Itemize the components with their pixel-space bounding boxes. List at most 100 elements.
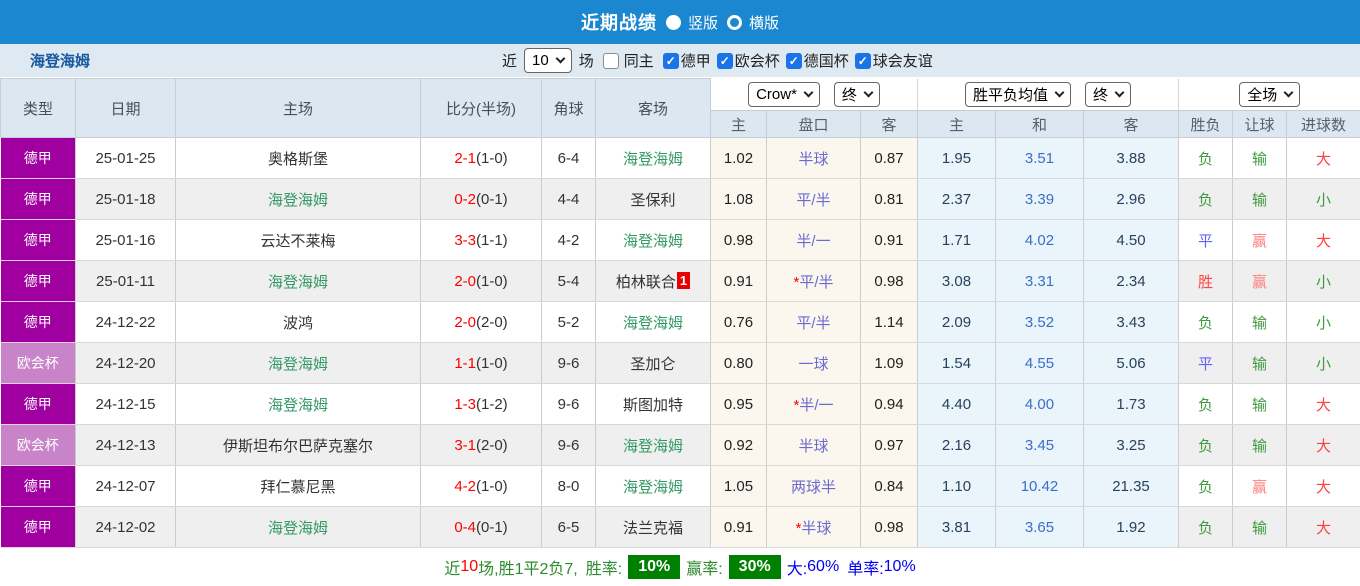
home-team-link[interactable]: 海登海姆 xyxy=(176,343,421,384)
eu-draw-odds: 3.31 xyxy=(996,261,1084,302)
eu-away-odds: 2.34 xyxy=(1084,261,1179,302)
league-checkbox[interactable]: ✓ xyxy=(786,53,802,69)
europe-odds-select[interactable]: 胜平负均值 xyxy=(965,82,1071,107)
ah-away-odds: 1.09 xyxy=(861,343,918,384)
match-result-cell: 胜 xyxy=(1179,261,1233,302)
layout-radio-horizontal[interactable]: 横版 xyxy=(727,12,779,33)
odds-company-select[interactable]: Crow* xyxy=(748,82,820,107)
score-cell: 0-4(0-1) xyxy=(421,507,542,548)
handicap-result-cell: 输 xyxy=(1233,425,1287,466)
subheader-handicap: 盘口 xyxy=(767,111,861,138)
radio-selected-icon[interactable] xyxy=(666,15,681,30)
eu-away-odds: 4.50 xyxy=(1084,220,1179,261)
eu-draw-odds: 3.65 xyxy=(996,507,1084,548)
eu-away-odds: 2.96 xyxy=(1084,179,1179,220)
corner-cell: 9-6 xyxy=(542,384,596,425)
handicap-result-cell: 输 xyxy=(1233,384,1287,425)
handicap-cell: 半/一 xyxy=(767,220,861,261)
home-team-link[interactable]: 海登海姆 xyxy=(176,507,421,548)
eu-draw-odds: 3.52 xyxy=(996,302,1084,343)
header-away: 客场 xyxy=(596,79,711,138)
home-team-link[interactable]: 海登海姆 xyxy=(176,261,421,302)
radio-unselected-icon[interactable] xyxy=(727,15,742,30)
score-cell: 4-2(1-0) xyxy=(421,466,542,507)
corner-cell: 5-4 xyxy=(542,261,596,302)
home-team-link[interactable]: 拜仁慕尼黑 xyxy=(176,466,421,507)
match-result-cell: 负 xyxy=(1179,302,1233,343)
away-team-link[interactable]: 圣保利 xyxy=(596,179,711,220)
away-team-link[interactable]: 圣加仑 xyxy=(596,343,711,384)
away-team-link[interactable]: 海登海姆 xyxy=(596,425,711,466)
eu-draw-odds: 3.39 xyxy=(996,179,1084,220)
handicap-result-cell: 赢 xyxy=(1233,220,1287,261)
ah-rate-label: 赢率: xyxy=(686,555,722,579)
radio-horizontal-label: 横版 xyxy=(749,12,779,33)
home-team-link[interactable]: 海登海姆 xyxy=(176,179,421,220)
ah-home-odds: 0.95 xyxy=(711,384,767,425)
league-checkbox[interactable]: ✓ xyxy=(663,53,679,69)
away-team-link[interactable]: 海登海姆 xyxy=(596,138,711,179)
eu-away-odds: 3.88 xyxy=(1084,138,1179,179)
ah-away-odds: 0.98 xyxy=(861,261,918,302)
home-team-link[interactable]: 奥格斯堡 xyxy=(176,138,421,179)
match-count-select[interactable]: 10 xyxy=(524,48,572,73)
home-team-link[interactable]: 波鸿 xyxy=(176,302,421,343)
live-star-icon: * xyxy=(796,520,802,537)
ah-time-select[interactable]: 终 xyxy=(834,82,880,107)
league-type-cell: 德甲 xyxy=(1,261,76,302)
chevron-down-icon xyxy=(1055,87,1065,97)
home-team-link[interactable]: 云达不莱梅 xyxy=(176,220,421,261)
date-cell: 25-01-16 xyxy=(76,220,176,261)
eu-home-odds: 4.40 xyxy=(918,384,996,425)
ah-home-odds: 0.76 xyxy=(711,302,767,343)
eu-home-odds: 1.95 xyxy=(918,138,996,179)
away-team-link[interactable]: 海登海姆 xyxy=(596,220,711,261)
handicap-cell: 半球 xyxy=(767,425,861,466)
eu-home-odds: 2.16 xyxy=(918,425,996,466)
league-checkbox[interactable]: ✓ xyxy=(717,53,733,69)
eu-away-odds: 21.35 xyxy=(1084,466,1179,507)
corner-cell: 8-0 xyxy=(542,466,596,507)
date-cell: 25-01-11 xyxy=(76,261,176,302)
corner-cell: 5-2 xyxy=(542,302,596,343)
single-rate-label: 单率: xyxy=(847,555,883,579)
handicap-result-cell: 输 xyxy=(1233,343,1287,384)
score-cell: 2-0(1-0) xyxy=(421,261,542,302)
eu-time-select[interactable]: 终 xyxy=(1085,82,1131,107)
eu-away-odds: 5.06 xyxy=(1084,343,1179,384)
match-result-cell: 负 xyxy=(1179,179,1233,220)
eu-away-odds: 3.25 xyxy=(1084,425,1179,466)
subheader-ah-home: 主 xyxy=(711,111,767,138)
ah-away-odds: 0.81 xyxy=(861,179,918,220)
goals-result-cell: 大 xyxy=(1287,507,1360,548)
goals-result-cell: 大 xyxy=(1287,425,1360,466)
league-type-cell: 欧会杯 xyxy=(1,425,76,466)
ah-home-odds: 0.91 xyxy=(711,261,767,302)
league-type-cell: 德甲 xyxy=(1,220,76,261)
eu-draw-odds: 3.51 xyxy=(996,138,1084,179)
live-star-icon: * xyxy=(793,397,799,414)
chevron-down-icon xyxy=(1115,87,1125,97)
away-team-link[interactable]: 海登海姆 xyxy=(596,466,711,507)
goals-result-cell: 大 xyxy=(1287,220,1360,261)
handicap-cell: 半球 xyxy=(767,138,861,179)
corner-cell: 9-6 xyxy=(542,343,596,384)
summary-count: 10 xyxy=(460,558,478,576)
away-team-link[interactable]: 法兰克福 xyxy=(596,507,711,548)
home-team-link[interactable]: 海登海姆 xyxy=(176,384,421,425)
scope-select[interactable]: 全场 xyxy=(1239,82,1300,107)
away-team-link[interactable]: 斯图加特 xyxy=(596,384,711,425)
home-team-link[interactable]: 伊斯坦布尔巴萨克塞尔 xyxy=(176,425,421,466)
eu-draw-odds: 4.00 xyxy=(996,384,1084,425)
header-corner: 角球 xyxy=(542,79,596,138)
league-checkbox[interactable]: ✓ xyxy=(855,53,871,69)
same-home-checkbox[interactable] xyxy=(603,53,619,69)
corner-cell: 4-4 xyxy=(542,179,596,220)
away-team-link[interactable]: 海登海姆 xyxy=(596,302,711,343)
big-rate-value: 60% xyxy=(807,558,839,576)
handicap-result-cell: 输 xyxy=(1233,179,1287,220)
layout-radio-vertical[interactable]: 竖版 xyxy=(666,12,718,33)
